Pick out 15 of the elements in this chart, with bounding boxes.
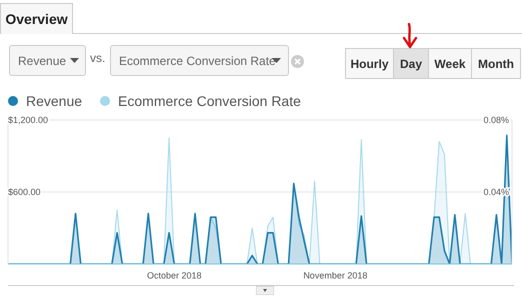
text: Revenue bbox=[9, 45, 86, 76]
x-tick-label: October 2018 bbox=[146, 270, 202, 280]
legend-label: Revenue bbox=[26, 93, 82, 109]
text: Month bbox=[471, 48, 521, 79]
text: Overview bbox=[0, 3, 73, 34]
x-tick-label: November 2018 bbox=[303, 270, 368, 280]
text: vs. bbox=[90, 51, 106, 65]
text: Day bbox=[393, 48, 429, 79]
y-tick-label: $1,200.00 bbox=[8, 115, 48, 125]
y2-tick-label: 0.08% bbox=[483, 115, 509, 125]
text: Ecommerce Conversion Rate bbox=[110, 45, 289, 76]
y-tick-label: $600.00 bbox=[8, 187, 41, 197]
text: Week bbox=[428, 48, 472, 79]
legend-label: Ecommerce Conversion Rate bbox=[118, 93, 301, 109]
text: Hourly bbox=[345, 48, 394, 79]
